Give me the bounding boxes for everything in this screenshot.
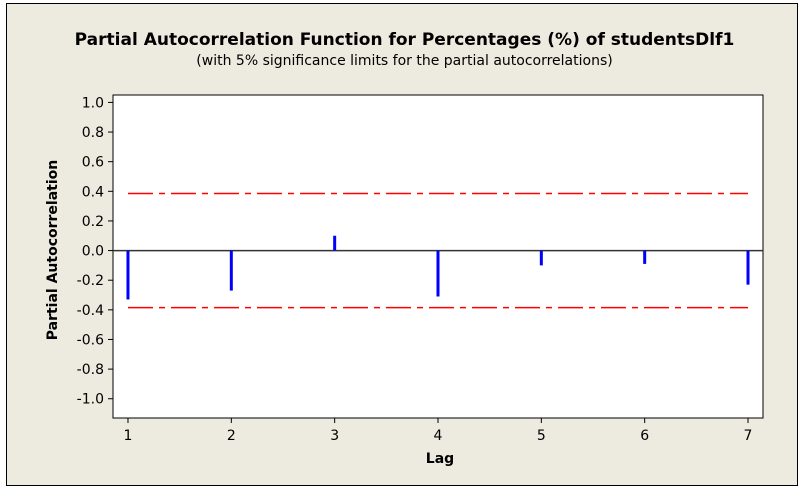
x-tick-label: 7: [744, 428, 753, 444]
y-axis: 1.0 0.8 0.6 0.4 0.2 0.0 -0.2 -0.4 -0.6 -0.8 -1.0: [77, 95, 113, 408]
y-tick-label: -0.2: [77, 273, 104, 289]
y-tick-label: 0.6: [82, 155, 104, 171]
y-tick-label: -1.0: [77, 392, 104, 408]
x-tick-label: 2: [227, 428, 236, 444]
y-tick-label: 0.4: [82, 184, 104, 200]
x-tick-label: 6: [640, 428, 649, 444]
marks: [113, 192, 763, 309]
x-tick-label: 1: [124, 428, 133, 444]
x-tick-label: 3: [330, 428, 339, 444]
y-axis-label: Partial Autocorrelation: [45, 160, 61, 341]
y-tick-label: 0.8: [82, 125, 104, 141]
y-tick-label: -0.6: [77, 332, 104, 348]
x-tick-label: 5: [537, 428, 546, 444]
x-tick-label: 4: [434, 428, 443, 444]
y-tick-label: -0.4: [77, 303, 104, 319]
y-tick-label: 1.0: [82, 95, 104, 111]
y-tick-label: 0.0: [82, 244, 104, 260]
chart-title: Partial Autocorrelation Function for Per…: [74, 30, 735, 50]
x-axis: 1 2 3 4 5 6 7: [124, 418, 753, 444]
x-axis-label: Lag: [426, 451, 454, 467]
chart-subtitle: (with 5% significance limits for the par…: [196, 53, 613, 69]
y-tick-label: -0.8: [77, 362, 104, 378]
y-tick-label: 0.2: [82, 214, 104, 230]
